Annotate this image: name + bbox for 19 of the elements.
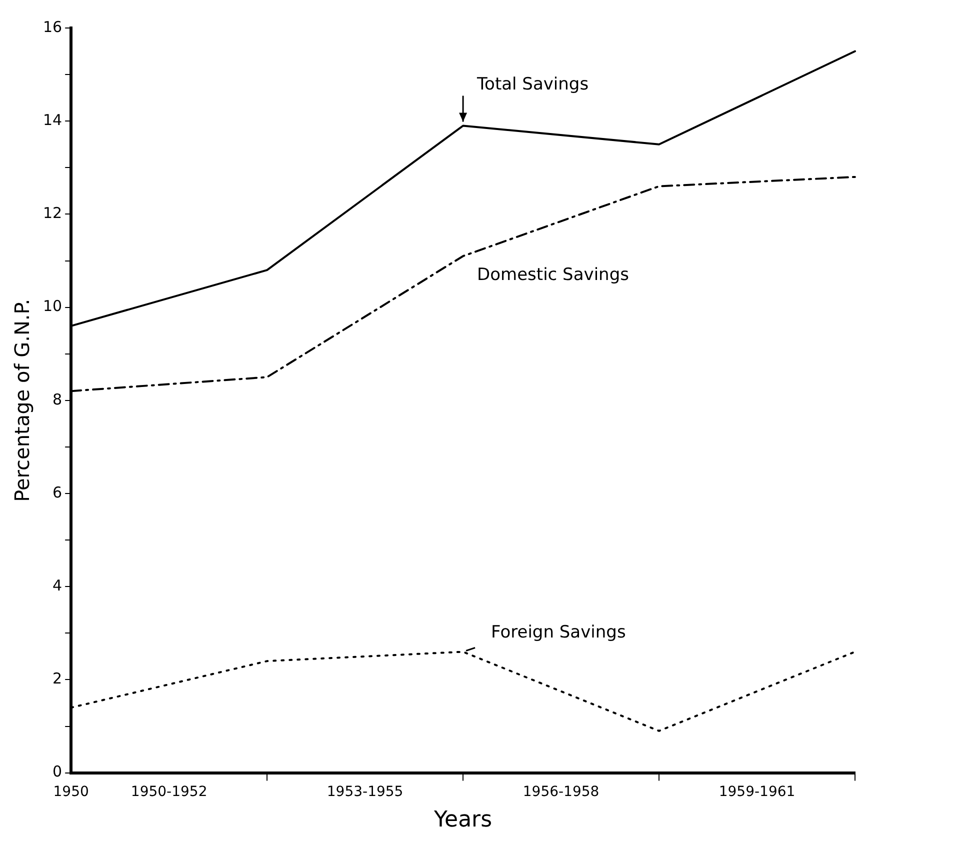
x-tick-label: 1959-1961 <box>718 784 796 800</box>
y-tick-label: 4 <box>52 576 62 594</box>
y-tick-label: 10 <box>42 297 62 316</box>
y-tick-label: 14 <box>42 110 62 129</box>
x-tick-label: 1950 <box>53 784 89 800</box>
series-label: Domestic Savings <box>477 265 630 286</box>
y-tick-label: 12 <box>42 204 62 222</box>
y-tick-label: 2 <box>52 670 62 688</box>
y-axis-title: Percentage of G.N.P. <box>10 298 34 502</box>
series-label: Total Savings <box>476 74 589 95</box>
y-tick-label: 16 <box>42 18 62 36</box>
y-tick-label: 6 <box>52 483 62 502</box>
x-tick-label: 1953-1955 <box>326 784 404 800</box>
y-tick-label: 0 <box>52 762 62 781</box>
y-tick-label: 8 <box>52 390 62 408</box>
x-tick-label: 1950-1952 <box>130 784 208 800</box>
series-label: Foreign Savings <box>491 622 626 643</box>
x-tick-label: 1956-1958 <box>522 784 600 800</box>
x-axis-title: Years <box>433 808 492 833</box>
